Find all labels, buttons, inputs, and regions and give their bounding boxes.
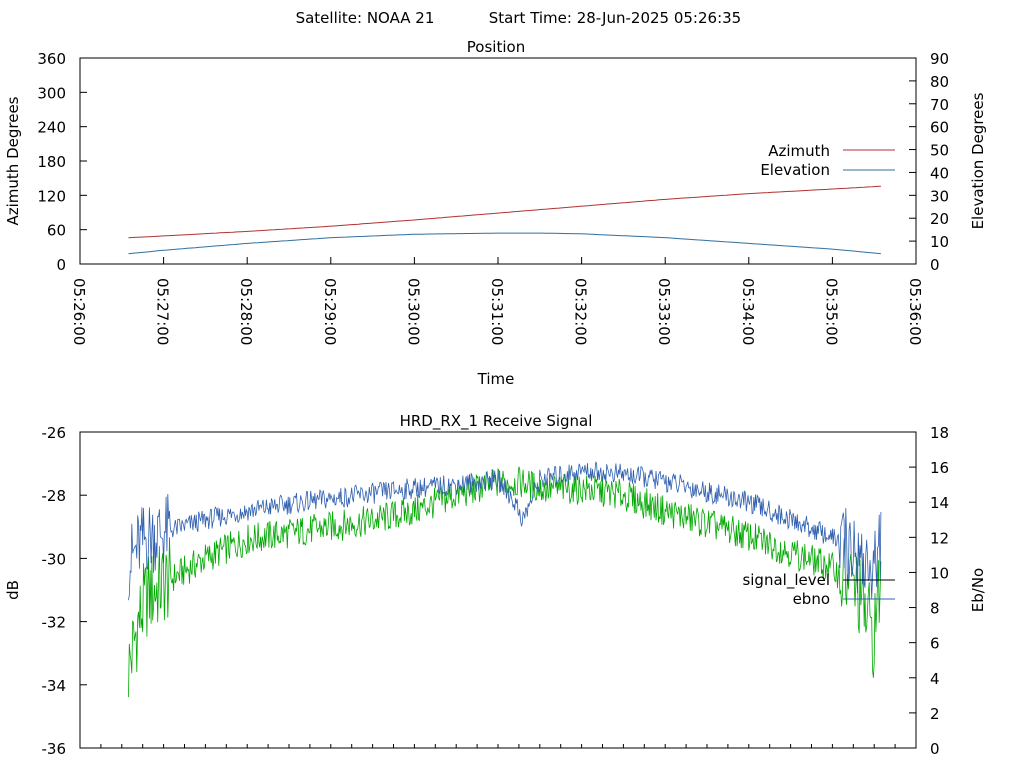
signal-y2-tick-label: 6 — [930, 635, 940, 653]
signal-y2-tick-label: 2 — [930, 705, 940, 723]
position-axis-ticks: 0 60 120 180 240 300 360 0 10 20 30 40 50 60 70 80 90 05:… — [37, 50, 949, 345]
position-x-tick-label: 05:33:00 — [655, 278, 673, 345]
position-x-tick-label: 05:31:00 — [488, 278, 506, 345]
position-y-tick-label: 180 — [37, 153, 66, 171]
signal-y-tick-label: -26 — [42, 424, 67, 442]
position-y2-tick-label: 30 — [930, 187, 949, 205]
position-chart-title: Position — [467, 38, 525, 56]
position-y2-tick-label: 10 — [930, 233, 949, 251]
position-x-tick-label: 05:28:00 — [237, 278, 255, 345]
position-y-tick-label: 60 — [47, 222, 66, 240]
position-x-axis-label: Time — [477, 370, 515, 388]
position-y-tick-label: 120 — [37, 187, 66, 205]
position-y-tick-label: 300 — [37, 84, 66, 102]
signal-y-tick-label: -30 — [42, 550, 67, 568]
signal-y2-tick-label: 14 — [930, 494, 949, 512]
position-y2-tick-label: 20 — [930, 210, 949, 228]
signal-y2-tick-label: 10 — [930, 564, 949, 582]
position-y-tick-label: 0 — [56, 256, 66, 274]
header-satellite: Satellite: NOAA 21 — [296, 9, 435, 27]
signal-y2-tick-label: 16 — [930, 459, 949, 477]
position-y-tick-label: 240 — [37, 119, 66, 137]
position-y2-tick-label: 40 — [930, 164, 949, 182]
receive-signal-chart: HRD_RX_1 Receive Signal dB Eb/No -26-28-… — [4, 412, 987, 758]
position-chart: Position Azimuth Degrees Elevation Degre… — [4, 38, 987, 388]
position-x-tick-label: 05:35:00 — [822, 278, 840, 345]
legend-label-ebno: ebno — [793, 590, 830, 608]
position-y2-tick-label: 80 — [930, 73, 949, 91]
position-y2-tick-label: 60 — [930, 119, 949, 137]
signal-y-tick-label: -32 — [42, 614, 67, 632]
signal-y-axis-label: dB — [4, 580, 22, 600]
signal-y-tick-label: -36 — [42, 740, 67, 758]
legend-label-elevation: Elevation — [760, 161, 830, 179]
series-line-ebno — [128, 461, 882, 601]
signal-series — [128, 461, 882, 698]
signal-y2-tick-label: 8 — [930, 600, 940, 618]
position-y2-tick-label: 0 — [930, 256, 940, 274]
signal-axis-ticks: -26 -28 -30 -32 -34 -36 0 2 4 6 8 10 12 14 16 18 — [42, 424, 950, 758]
signal-y2-tick-label: 12 — [930, 529, 949, 547]
position-x-tick-label: 05:30:00 — [404, 278, 422, 345]
position-x-tick-label: 05:29:00 — [321, 278, 339, 345]
series-line-signal-level — [128, 466, 882, 698]
position-x-tick-label: 05:32:00 — [572, 278, 590, 345]
series-line-azimuth — [128, 185, 881, 239]
position-legend: Azimuth Elevation — [760, 142, 895, 179]
position-y2-tick-label: 70 — [930, 96, 949, 114]
signal-y2-tick-label: 0 — [930, 740, 940, 758]
position-y-axis-label: Azimuth Degrees — [4, 96, 22, 225]
position-x-tick-label: 05:27:00 — [154, 278, 172, 345]
header-start-time: Start Time: 28-Jun-2025 05:26:35 — [489, 9, 741, 27]
legend-label-signal-level: signal_level — [742, 571, 830, 590]
signal-legend: signal_level ebno — [742, 571, 895, 608]
position-x-tick-label: 05:36:00 — [906, 278, 924, 345]
position-y2-tick-label: 90 — [930, 50, 949, 68]
position-y2-axis-label: Elevation Degrees — [969, 92, 987, 229]
signal-y2-axis-label: Eb/No — [969, 568, 987, 612]
position-y-tick-label: 360 — [37, 50, 66, 68]
legend-label-azimuth: Azimuth — [768, 142, 830, 160]
position-x-tick-label: 05:26:00 — [70, 278, 88, 345]
position-series — [128, 185, 881, 255]
signal-y-tick-label: -28 — [42, 487, 67, 505]
signal-y-tick-label: -34 — [42, 677, 67, 695]
series-line-elevation — [128, 232, 881, 255]
signal-y2-tick-label: 18 — [930, 424, 949, 442]
signal-y2-tick-label: 4 — [930, 670, 940, 688]
position-x-tick-label: 05:34:00 — [739, 278, 757, 345]
position-y2-tick-label: 50 — [930, 142, 949, 160]
signal-chart-title: HRD_RX_1 Receive Signal — [400, 412, 593, 431]
